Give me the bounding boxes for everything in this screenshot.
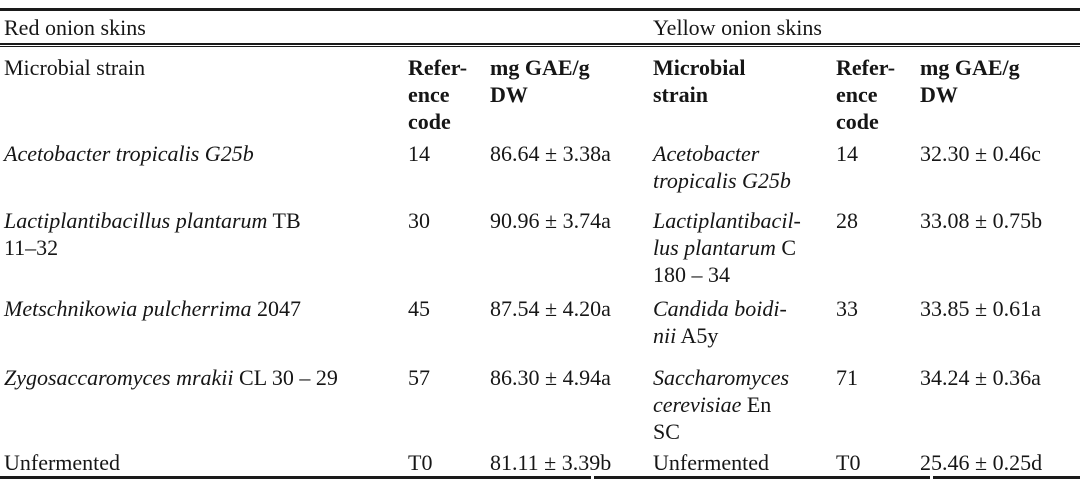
red-code-cell: T0	[408, 450, 433, 475]
red-code-cell: 57	[408, 365, 430, 390]
yellow-strain-cell: Lactiplantibacil-lus plantarum C 180 – 34	[653, 208, 801, 287]
table-row: Lactiplantibacillus plantarum TB 11–32 30…	[0, 207, 1080, 295]
column-header-red-reference-code: Refer-ence code	[408, 55, 468, 134]
yellow-strain-cell: Acetobacter tropicalis G25b	[653, 141, 791, 193]
column-header-red-microbial-strain: Microbial strain	[4, 55, 146, 80]
red-value-cell: 81.11 ± 3.39b	[490, 450, 612, 475]
table-top-rule	[0, 8, 1080, 11]
yellow-value-cell: 34.24 ± 0.36a	[920, 365, 1041, 390]
red-strain-cell: Lactiplantibacillus plantarum TB 11–32	[4, 208, 301, 260]
yellow-code-cell: T0	[836, 450, 861, 475]
red-value-cell: 86.30 ± 4.94a	[490, 365, 611, 390]
red-strain-cell: Zygosaccaromyces mrakii CL 30 – 29	[4, 365, 338, 390]
red-value-cell: 87.54 ± 4.20a	[490, 296, 611, 321]
column-header-row: Microbial strain Refer-ence code mg GAE/g…	[0, 47, 1080, 140]
yellow-strain-cell: Unfermented	[653, 450, 770, 475]
table-row: Unfermented T0 81.11 ± 3.39b Unfermented…	[0, 449, 1080, 476]
section-divider-double-rule	[0, 43, 1080, 47]
red-code-cell: 30	[408, 208, 430, 233]
yellow-value-cell: 25.46 ± 0.25d	[920, 450, 1043, 475]
red-strain-cell: Unfermented	[4, 450, 121, 475]
section-header-row: Red onion skins Yellow onion skins	[0, 11, 1080, 43]
yellow-strain-cell: Candida boidi-nii A5y	[653, 296, 787, 348]
table-row: Metschnikowia pulcherrima 2047 45 87.54 …	[0, 295, 1080, 364]
red-strain-cell: Acetobacter tropicalis G25b	[4, 141, 254, 166]
red-value-cell: 90.96 ± 3.74a	[490, 208, 611, 233]
yellow-code-cell: 28	[836, 208, 858, 233]
table-row: Acetobacter tropicalis G25b 14 86.64 ± 3…	[0, 140, 1080, 207]
section-title-yellow-onion-skins: Yellow onion skins	[653, 15, 822, 40]
red-strain-cell: Metschnikowia pulcherrima 2047	[4, 296, 301, 321]
column-header-yellow-microbial-strain: Microbial strain	[653, 55, 746, 107]
red-code-cell: 45	[408, 296, 430, 321]
column-header-yellow-mg-gae: mg GAE/g DW	[920, 55, 1020, 107]
section-title-red-onion-skins: Red onion skins	[4, 15, 146, 40]
yellow-code-cell: 71	[836, 365, 858, 390]
yellow-value-cell: 32.30 ± 0.46c	[920, 141, 1041, 166]
yellow-value-cell: 33.08 ± 0.75b	[920, 208, 1043, 233]
column-header-red-mg-gae: mg GAE/g DW	[490, 55, 590, 107]
yellow-value-cell: 33.85 ± 0.61a	[920, 296, 1041, 321]
red-value-cell: 86.64 ± 3.38a	[490, 141, 611, 166]
yellow-code-cell: 33	[836, 296, 858, 321]
table-row: Zygosaccaromyces mrakii CL 30 – 29 57 86…	[0, 364, 1080, 449]
table-body: Acetobacter tropicalis G25b 14 86.64 ± 3…	[0, 140, 1080, 476]
yellow-code-cell: 14	[836, 141, 858, 166]
red-code-cell: 14	[408, 141, 430, 166]
table-bottom-rule	[0, 476, 1080, 479]
yellow-strain-cell: Saccharomyces cerevisiae En SC	[653, 365, 790, 444]
column-header-yellow-reference-code: Refer-ence code	[836, 55, 896, 134]
